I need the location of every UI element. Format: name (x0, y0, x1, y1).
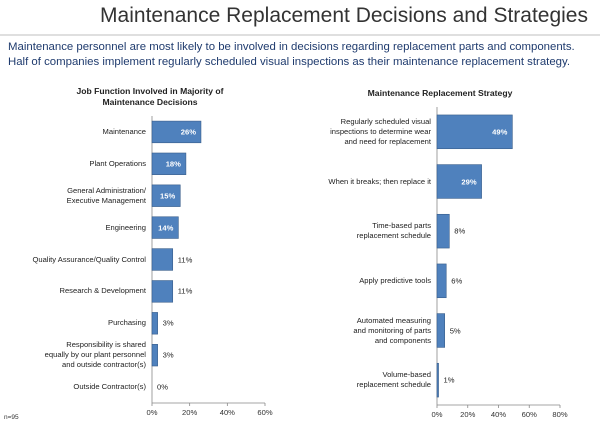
value-label: 0% (157, 382, 168, 392)
chart-title: Job Function Involved in Majority of Mai… (76, 86, 224, 107)
category-label: Outside Contractor(s) (73, 382, 146, 392)
chart-title: Maintenance Replacement Strategy (367, 88, 513, 98)
x-tick-label: 80% (552, 410, 568, 419)
category-label: Purchasing (108, 318, 146, 328)
bar (151, 248, 174, 271)
value-label: 18% (165, 159, 181, 169)
bar (436, 263, 447, 299)
bar (151, 184, 181, 207)
bar (151, 120, 202, 144)
slide-subtitle: Maintenance personnel are most likely to… (8, 41, 575, 68)
value-label: 14% (158, 223, 174, 233)
category-label: Quality Assurance/Quality Control (32, 254, 146, 264)
value-label: 3% (162, 318, 174, 328)
x-tick-label: 20% (182, 408, 198, 417)
value-label: 49% (492, 127, 508, 137)
value-label: 3% (162, 350, 174, 360)
bar (151, 216, 179, 239)
bar (436, 313, 445, 348)
category-label: Responsibility is shared equally by our … (44, 340, 146, 370)
value-label: 6% (451, 276, 463, 286)
value-label: 11% (177, 286, 193, 296)
category-label: Plant Operations (89, 158, 146, 168)
category-label: Automated measuring and monitoring of pa… (353, 315, 431, 345)
bar (151, 152, 187, 175)
bar (436, 164, 482, 199)
category-label: Time-based parts replacement schedule (356, 221, 431, 241)
bar (151, 344, 158, 367)
value-label: 8% (454, 226, 466, 236)
category-label: Maintenance (102, 126, 146, 136)
x-tick-label: 40% (219, 408, 235, 417)
category-label: Regularly scheduled visual inspections t… (330, 116, 431, 146)
value-label: 5% (449, 326, 461, 335)
value-label: 29% (461, 177, 477, 186)
value-label: 1% (443, 375, 455, 385)
sample-note: n=95 (4, 414, 19, 421)
category-label: Apply predictive tools (359, 275, 431, 285)
value-label: 11% (177, 255, 193, 264)
x-tick-label: 0% (146, 408, 158, 417)
category-label: Engineering (105, 222, 146, 232)
bar (436, 114, 513, 150)
category-label: General Administration/ Executive Manage… (66, 185, 146, 205)
slide-title: Maintenance Replacement Decisions and St… (100, 4, 588, 27)
category-label: Research & Development (59, 286, 146, 296)
x-tick-label: 20% (460, 410, 476, 419)
bar (436, 362, 439, 398)
x-tick-label: 60% (257, 408, 273, 417)
x-tick-label: 40% (490, 410, 507, 419)
value-label: 26% (180, 127, 196, 137)
x-tick-label: 0% (431, 410, 443, 419)
bar (436, 213, 450, 249)
x-tick-label: 60% (521, 410, 537, 419)
category-label: When it breaks; then replace it (328, 176, 431, 186)
bar (151, 312, 158, 335)
category-label: Volume-based replacement schedule (356, 370, 431, 390)
bar (151, 280, 174, 303)
value-label: 15% (160, 191, 176, 201)
